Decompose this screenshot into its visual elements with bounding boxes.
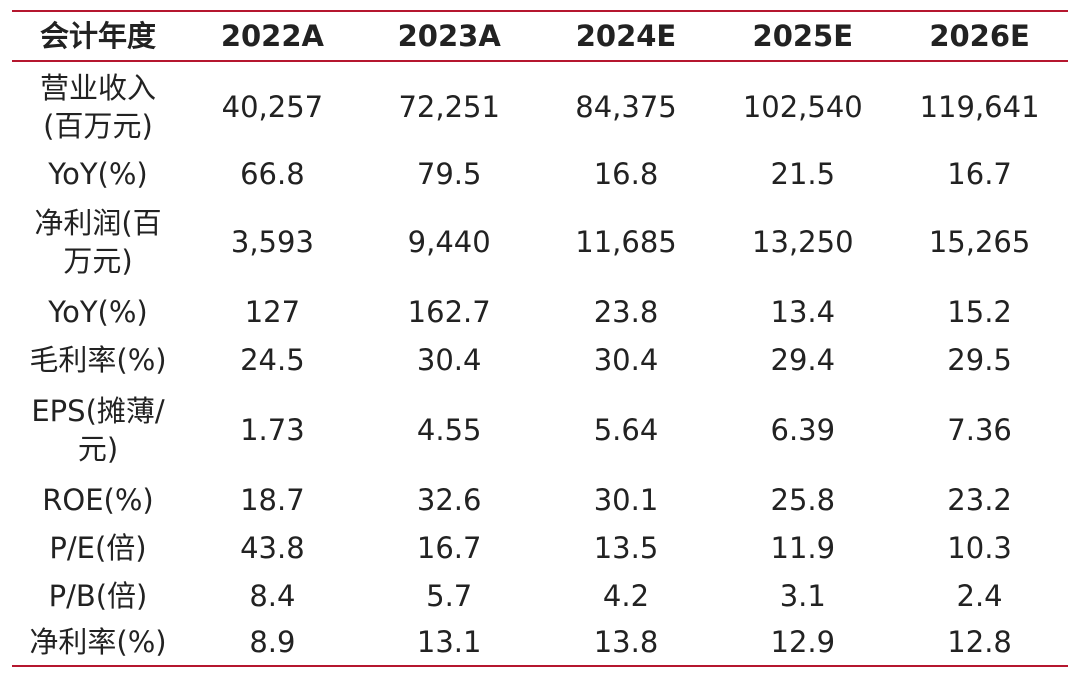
table-cell: 5.64 [593, 413, 659, 447]
table-cell: 4.2 [602, 579, 650, 613]
row-label: 毛利率(%) [29, 343, 167, 377]
header-cell: 2024E [575, 19, 677, 53]
table-cell: 8.4 [249, 579, 296, 613]
table-cell: 40,257 [221, 90, 324, 124]
table-row: 毛利率(%) 24.5 30.4 30.4 29.4 29.5 [12, 336, 1068, 384]
table-cell: 12.9 [770, 625, 836, 659]
table-cell: 15,265 [928, 225, 1031, 259]
table-cell: 23.8 [593, 295, 659, 329]
table-cell: 10.3 [947, 531, 1012, 565]
table-cell: 32.6 [416, 483, 482, 517]
table-cell: 4.55 [416, 413, 482, 447]
table-cell: 1.73 [240, 413, 305, 447]
table-cell: 72,251 [398, 90, 500, 124]
table-cell: 29.4 [770, 343, 836, 377]
table-cell: 12.8 [947, 625, 1012, 659]
table-row: 净利率(%) 8.9 13.1 13.8 12.9 12.8 [12, 618, 1068, 666]
row-label: YoY(%) [48, 295, 148, 329]
row-label: P/E(倍) [49, 531, 147, 565]
table-cell: 84,375 [575, 90, 677, 124]
table-cell: 13.5 [593, 531, 659, 565]
row-label: 净利率(%) [29, 625, 167, 659]
table-cell: 3,593 [230, 225, 314, 259]
row-label: 营业收入 (百万元) [39, 71, 156, 143]
table-bottom-rule [12, 665, 1068, 667]
table-cell: 11.9 [770, 531, 836, 565]
table-row: ROE(%) 18.7 32.6 30.1 25.8 23.2 [12, 476, 1068, 524]
table-cell: 13.8 [593, 625, 659, 659]
header-cell: 2026E [929, 19, 1030, 53]
table-cell: 79.5 [416, 157, 482, 191]
table-cell: 16.7 [947, 157, 1012, 191]
row-label: 净利润(百 万元) [34, 206, 162, 278]
table-cell: 29.5 [947, 343, 1012, 377]
table-cell: 16.7 [416, 531, 482, 565]
table-cell: 13.4 [770, 295, 836, 329]
row-label: P/B(倍) [48, 579, 148, 613]
table-cell: 24.5 [240, 343, 305, 377]
table-cell: 127 [244, 295, 301, 329]
table-cell: 119,641 [919, 90, 1040, 124]
table-cell: 6.39 [770, 413, 836, 447]
table-cell: 30.4 [593, 343, 659, 377]
row-label: YoY(%) [48, 157, 148, 191]
table-cell: 30.1 [593, 483, 659, 517]
table-cell: 21.5 [770, 157, 836, 191]
table-cell: 3.1 [779, 579, 826, 613]
row-label: ROE(%) [42, 483, 154, 517]
table-cell: 66.8 [240, 157, 305, 191]
table-cell: 25.8 [770, 483, 836, 517]
table-top-rule [12, 10, 1068, 12]
table-row: 营业收入 (百万元) 40,257 72,251 84,375 102,540 … [12, 64, 1068, 150]
table-cell: 16.8 [593, 157, 659, 191]
header-cell: 2022A [220, 19, 324, 53]
table-cell: 13.1 [416, 625, 482, 659]
table-cell: 11,685 [575, 225, 677, 259]
table-cell: 13,250 [752, 225, 854, 259]
table-cell: 43.8 [240, 531, 305, 565]
table-cell: 7.36 [947, 413, 1012, 447]
table-row: 净利润(百 万元) 3,593 9,440 11,685 13,250 15,2… [12, 198, 1068, 286]
row-label: EPS(摊薄/ 元) [31, 394, 165, 466]
table-row: P/B(倍) 8.4 5.7 4.2 3.1 2.4 [12, 572, 1068, 620]
table-cell: 102,540 [742, 90, 863, 124]
table-row: YoY(%) 66.8 79.5 16.8 21.5 16.7 [12, 150, 1068, 198]
table-cell: 15.2 [947, 295, 1012, 329]
table-header-row: 会计年度 2022A 2023A 2024E 2025E 2026E [12, 12, 1068, 60]
table-row: YoY(%) 127 162.7 23.8 13.4 15.2 [12, 288, 1068, 336]
table-cell: 23.2 [947, 483, 1012, 517]
header-cell: 会计年度 [39, 19, 156, 53]
table-cell: 2.4 [956, 579, 1003, 613]
table-row: P/E(倍) 43.8 16.7 13.5 11.9 10.3 [12, 524, 1068, 572]
header-cell: 2025E [752, 19, 854, 53]
table-cell: 8.9 [249, 625, 296, 659]
table-cell: 18.7 [240, 483, 305, 517]
header-cell: 2023A [397, 19, 501, 53]
table-cell: 9,440 [407, 225, 491, 259]
table-cell: 5.7 [426, 579, 473, 613]
table-header-rule [12, 60, 1068, 62]
table-cell: 162.7 [407, 295, 491, 329]
table-row: EPS(摊薄/ 元) 1.73 4.55 5.64 6.39 7.36 [12, 386, 1068, 474]
table-cell: 30.4 [416, 343, 482, 377]
